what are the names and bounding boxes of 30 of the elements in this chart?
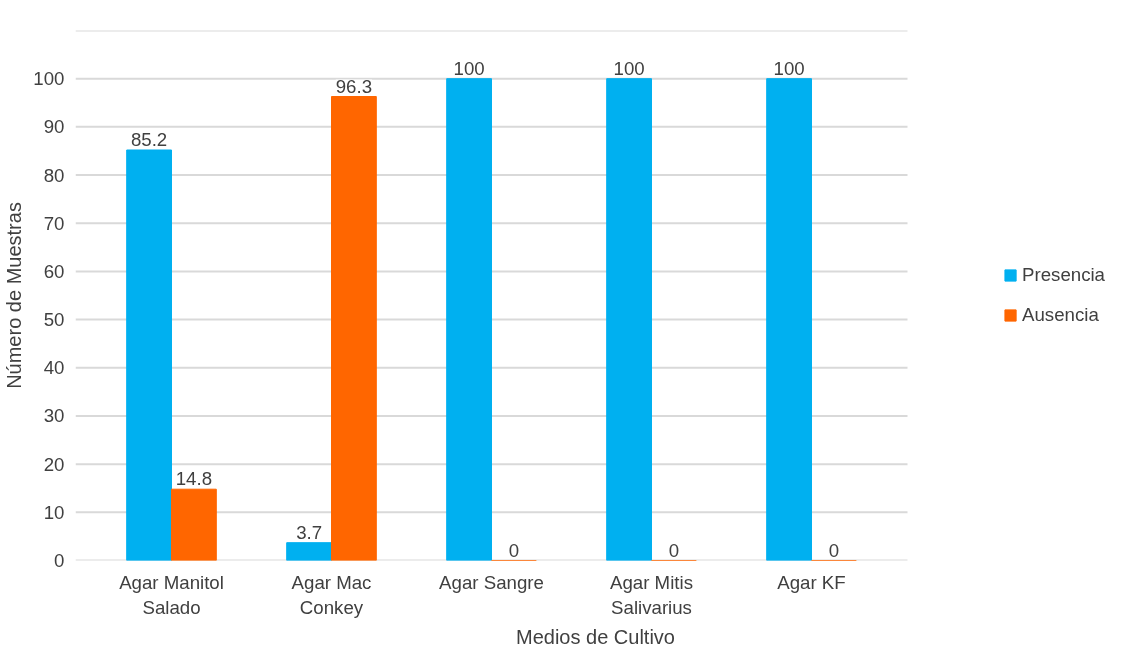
x-tick-label: Agar Mac Conkey bbox=[291, 571, 372, 618]
legend-label: Ausencia bbox=[1022, 304, 1099, 326]
data-label: 0 bbox=[508, 539, 520, 561]
y-tick-label: 40 bbox=[43, 357, 65, 379]
y-tick-label: 100 bbox=[33, 68, 65, 90]
data-label: 100 bbox=[453, 57, 485, 79]
data-label: 100 bbox=[773, 57, 805, 79]
x-tick-label: Agar Sangre bbox=[439, 571, 544, 593]
data-label: 96.3 bbox=[335, 75, 373, 97]
data-label: 0 bbox=[828, 539, 840, 561]
y-tick-label: 50 bbox=[43, 309, 65, 331]
y-tick-label: 80 bbox=[43, 164, 65, 186]
data-label: 14.8 bbox=[175, 468, 213, 490]
x-tick-label: Agar Mitis Salivarius bbox=[610, 571, 693, 618]
y-tick-label: 70 bbox=[43, 212, 65, 234]
x-axis-title: Medios de Cultivo bbox=[516, 625, 675, 648]
y-tick-label: 0 bbox=[54, 550, 65, 571]
y-tick-label: 60 bbox=[43, 260, 65, 282]
y-tick-label: 10 bbox=[43, 501, 65, 523]
y-axis-title: Número de Muestras bbox=[3, 202, 26, 389]
y-tick-label: 20 bbox=[43, 453, 65, 475]
data-label: 0 bbox=[668, 539, 680, 561]
data-label: 85.2 bbox=[130, 128, 168, 150]
x-tick-label: Agar KF bbox=[777, 571, 846, 593]
y-tick-label: 90 bbox=[43, 116, 65, 138]
y-tick-label: 30 bbox=[43, 405, 65, 427]
data-label: 100 bbox=[613, 57, 645, 79]
legend-label: Presencia bbox=[1022, 264, 1105, 286]
x-tick-label: Agar Manitol Salado bbox=[119, 571, 224, 618]
data-label: 3.7 bbox=[296, 521, 323, 543]
